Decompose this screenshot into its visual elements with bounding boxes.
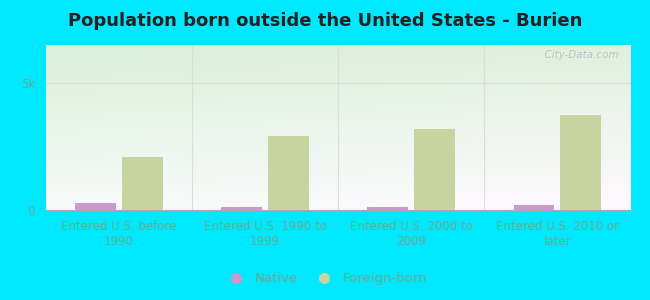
Bar [122,157,162,210]
Bar [75,203,116,210]
Legend: Native, Foreign-born: Native, Foreign-born [218,267,432,290]
Bar [514,205,554,210]
Text: Population born outside the United States - Burien: Population born outside the United State… [68,12,582,30]
Bar [268,136,309,210]
Bar [221,207,262,210]
Bar [367,207,408,210]
Text: City-Data.com: City-Data.com [538,50,619,60]
Bar [560,115,601,210]
Bar [414,129,455,210]
